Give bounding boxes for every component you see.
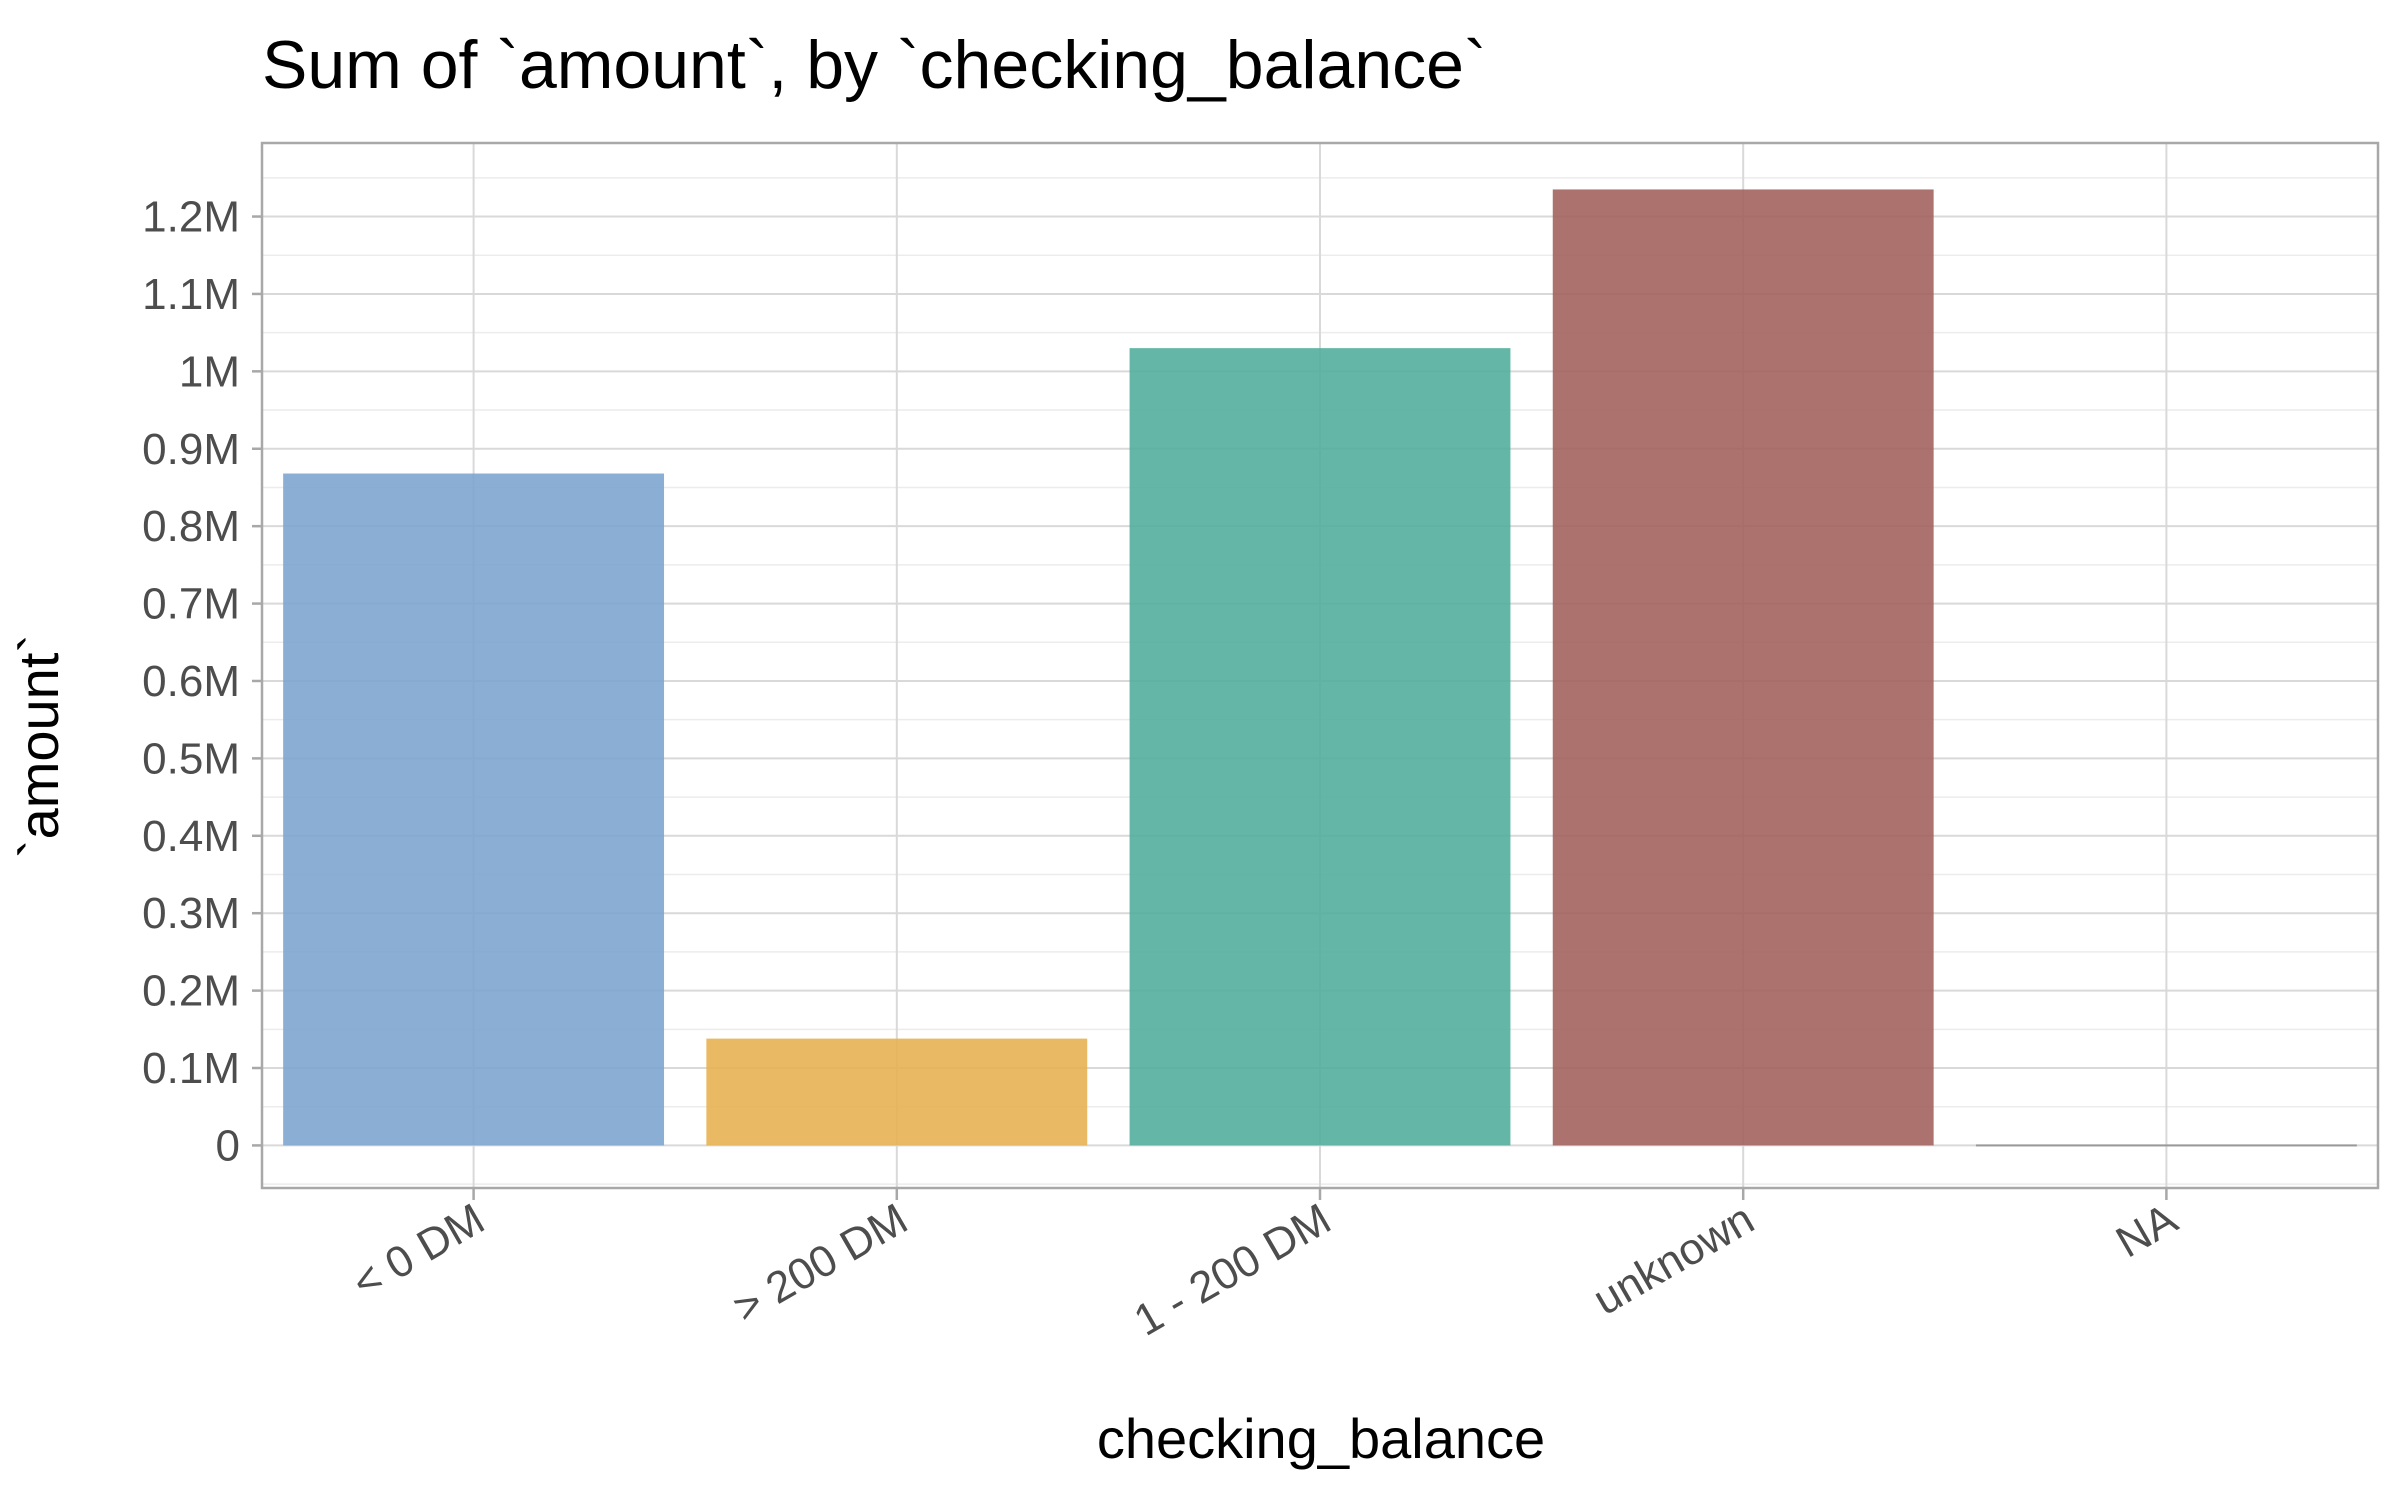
y-tick-label: 0.9M bbox=[142, 425, 240, 474]
y-tick-label: 0.4M bbox=[142, 812, 240, 861]
plot-panel bbox=[260, 141, 2380, 1190]
y-axis-title: `amount` bbox=[7, 634, 70, 858]
y-axis: 0 0.1M 0.2M 0.3M 0.4M 0.5M 0.6M 0.7M 0.8M 0.9M 1M 1… bbox=[142, 193, 262, 1170]
x-tick-label: < 0 DM bbox=[344, 1194, 492, 1308]
x-tick-label: unknown bbox=[1585, 1194, 1762, 1325]
bar-0 bbox=[283, 473, 665, 1146]
chart-title: Sum of `amount`, by `checking_balance` bbox=[262, 27, 1487, 103]
y-tick-label: 1.1M bbox=[142, 270, 240, 319]
x-axis-title: checking_balance bbox=[1097, 1407, 1545, 1470]
x-axis: < 0 DM > 200 DM 1 - 200 DM unknown NA bbox=[344, 1188, 2186, 1345]
bar-4 bbox=[1975, 1144, 2357, 1147]
y-tick-label: 0.5M bbox=[142, 734, 240, 783]
y-tick-label: 0.2M bbox=[142, 967, 240, 1016]
y-tick-label: 0.6M bbox=[142, 657, 240, 706]
y-tick-label: 0.8M bbox=[142, 502, 240, 551]
y-tick-label: 1M bbox=[179, 347, 240, 396]
bar-1 bbox=[706, 1038, 1088, 1146]
x-tick-label: NA bbox=[2108, 1194, 2186, 1267]
y-tick-label: 0.3M bbox=[142, 889, 240, 938]
y-tick-label: 0 bbox=[216, 1121, 240, 1170]
y-tick-label: 0.1M bbox=[142, 1044, 240, 1093]
x-tick-label: 1 - 200 DM bbox=[1126, 1194, 1339, 1345]
bar-3 bbox=[1552, 189, 1934, 1146]
y-tick-label: 0.7M bbox=[142, 580, 240, 629]
y-tick-label: 1.2M bbox=[142, 193, 240, 242]
x-tick-label: > 200 DM bbox=[725, 1194, 916, 1332]
bar-2 bbox=[1129, 348, 1511, 1146]
